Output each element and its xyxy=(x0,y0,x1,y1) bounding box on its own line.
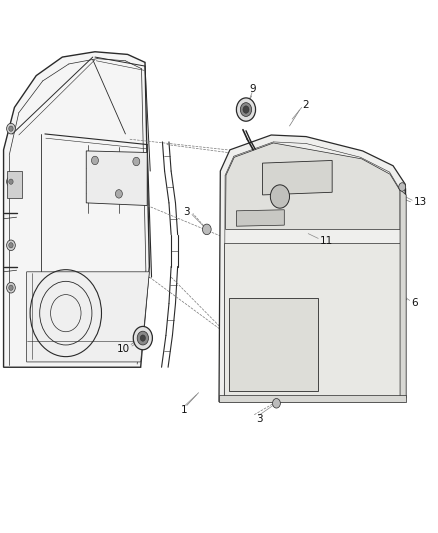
Polygon shape xyxy=(262,160,332,195)
Text: 11: 11 xyxy=(320,236,333,246)
Circle shape xyxy=(270,185,290,208)
Polygon shape xyxy=(86,151,147,206)
Text: 6: 6 xyxy=(411,297,418,308)
Circle shape xyxy=(92,156,99,165)
Circle shape xyxy=(133,157,140,166)
Polygon shape xyxy=(230,298,318,391)
Circle shape xyxy=(133,326,152,350)
Circle shape xyxy=(272,399,280,408)
Circle shape xyxy=(237,98,255,121)
Text: 3: 3 xyxy=(183,207,189,217)
Circle shape xyxy=(140,335,145,341)
Text: 1: 1 xyxy=(181,405,187,415)
Circle shape xyxy=(9,243,13,248)
Polygon shape xyxy=(226,143,400,229)
Circle shape xyxy=(7,176,15,187)
Circle shape xyxy=(243,106,249,114)
Circle shape xyxy=(399,183,406,191)
Circle shape xyxy=(7,123,15,134)
Text: 3: 3 xyxy=(256,414,262,424)
Circle shape xyxy=(116,190,122,198)
Text: 13: 13 xyxy=(414,197,427,207)
Polygon shape xyxy=(219,135,405,402)
Polygon shape xyxy=(7,171,22,198)
Text: 2: 2 xyxy=(303,100,309,110)
Circle shape xyxy=(9,285,13,290)
Polygon shape xyxy=(224,243,400,397)
Circle shape xyxy=(7,240,15,251)
Circle shape xyxy=(137,331,148,345)
Polygon shape xyxy=(27,272,149,362)
Circle shape xyxy=(9,126,13,131)
Polygon shape xyxy=(219,395,406,402)
Text: 9: 9 xyxy=(250,84,256,94)
Circle shape xyxy=(240,103,252,116)
Polygon shape xyxy=(400,190,406,398)
Polygon shape xyxy=(4,52,149,367)
Circle shape xyxy=(202,224,211,235)
Text: 10: 10 xyxy=(117,344,130,354)
Circle shape xyxy=(7,282,15,293)
Circle shape xyxy=(9,179,13,184)
Polygon shape xyxy=(237,210,284,226)
